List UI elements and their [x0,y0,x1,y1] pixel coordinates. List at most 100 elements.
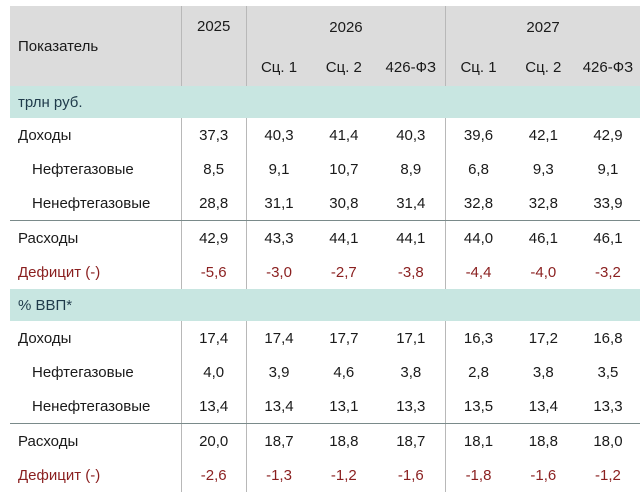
table-row: Доходы 37,3 40,3 41,4 40,3 39,6 42,1 42,9 [10,118,640,152]
value-cell: 42,9 [593,126,623,144]
value-cell: 18,7 [245,423,312,458]
value-cell: 33,9 [575,186,640,221]
scenario-header: Сц. 1 [445,48,511,86]
section-title: трлн руб. [10,86,640,118]
value-cell: -3,0 [245,255,312,289]
value-cell: 3,5 [597,363,619,381]
value-cell: 44,1 [329,229,359,247]
row-label: Дефицит (-) [18,263,101,281]
value-cell: 28,8 [180,186,247,221]
value-cell: 46,1 [528,229,558,247]
value-cell: 31,1 [245,186,312,221]
scenario-header: 426-ФЗ [376,48,446,86]
row-label: Дефицит (-) [18,466,101,484]
value-cell: -4,0 [530,263,557,281]
scenario-header-row: Сц. 1 Сц. 2 426-ФЗ Сц. 1 Сц. 2 426-ФЗ [10,48,640,86]
value-cell: -4,4 [445,255,511,289]
value-cell: 17,4 [245,321,312,355]
value-cell: 37,3 [180,118,247,152]
value-cell: -1,6 [397,466,424,484]
section-header-row: трлн руб. [10,86,640,118]
value-cell: 16,8 [593,329,623,347]
value-cell: 46,1 [593,229,623,247]
value-cell: 43,3 [245,220,312,255]
value-cell: 3,8 [400,363,422,381]
value-cell: 13,5 [445,389,511,424]
table-body: трлн руб. Доходы 37,3 40,3 41,4 40,3 39,6 42,1 4… [10,86,640,492]
table-row: Дефицит (-) -2,6 -1,3 -1,2 -1,6 -1,8 -1,6 -1,2 [10,458,640,492]
indicator-header: Показатель [10,6,182,86]
year-header-2026: 2026 [245,6,446,48]
value-cell: 30,8 [311,186,377,221]
year-header-2025: 2025 [180,6,247,86]
table-row: Нефтегазовые 8,5 9,1 10,7 8,9 6,8 9,3 9,1 [10,152,640,186]
value-cell: 10,7 [329,160,359,178]
value-cell: -1,2 [595,466,621,484]
value-cell: 3,9 [245,355,312,389]
value-cell: -2,7 [330,263,357,281]
value-cell: 17,2 [528,329,558,347]
value-cell: 13,4 [180,389,247,424]
year-header-row: Показатель 2025 2026 2027 [10,6,640,86]
row-label: Нефтегазовые [32,160,134,178]
table-row: Доходы 17,4 17,4 17,7 17,1 16,3 17,2 16,8 [10,321,640,355]
row-label: Доходы [18,329,72,347]
value-cell: 40,3 [396,126,426,144]
value-cell: 3,8 [532,363,554,381]
value-cell: -1,8 [445,458,511,492]
value-cell: 9,3 [532,160,554,178]
value-cell: 17,4 [180,321,247,355]
value-cell: -1,3 [245,458,312,492]
value-cell: 32,8 [510,186,576,221]
table-row: Ненефтегазовые 28,8 31,1 30,8 31,4 32,8 32,8 33… [10,186,640,221]
table-row: Дефицит (-) -5,6 -3,0 -2,7 -3,8 -4,4 -4,0 -3,2 [10,255,640,289]
value-cell: 13,1 [311,389,377,424]
value-cell: -1,2 [330,466,357,484]
value-cell: 42,1 [528,126,558,144]
scenario-header: Сц. 1 [245,48,312,86]
value-cell: 32,8 [445,186,511,221]
section-header-row: % ВВП* [10,289,640,321]
value-cell: 20,0 [180,423,247,458]
value-cell: 13,4 [510,389,576,424]
value-cell: 9,1 [597,160,619,178]
row-label: Расходы [18,229,79,247]
section-title: % ВВП* [10,289,640,321]
value-cell: -2,6 [180,458,247,492]
value-cell: 16,3 [445,321,511,355]
value-cell: 17,1 [396,329,426,347]
table-row: Расходы 42,9 43,3 44,1 44,1 44,0 46,1 46,1 [10,220,640,255]
value-cell: 44,0 [445,220,511,255]
value-cell: 4,0 [180,355,247,389]
value-cell: 18,1 [445,423,511,458]
value-cell: 8,5 [180,152,247,186]
row-label: Ненефтегазовые [10,389,182,424]
value-cell: 39,6 [445,118,511,152]
value-cell: 18,7 [396,432,426,450]
scenario-header: Сц. 2 [510,48,576,86]
value-cell: 31,4 [376,186,446,221]
value-cell: 18,8 [329,432,359,450]
budget-table: Показатель 2025 2026 2027 Сц. 1 Сц. 2 42… [10,6,640,492]
value-cell: 9,1 [245,152,312,186]
value-cell: -1,6 [530,466,557,484]
value-cell: 17,7 [329,329,359,347]
row-label: Расходы [18,432,79,450]
table-row: Ненефтегазовые 13,4 13,4 13,1 13,3 13,5 13,4 13… [10,389,640,424]
value-cell: 42,9 [180,220,247,255]
scenario-header: 426-ФЗ [575,48,640,86]
value-cell: 13,4 [245,389,312,424]
value-cell: 6,8 [445,152,511,186]
value-cell: 8,9 [400,160,422,178]
row-label: Доходы [18,126,72,144]
row-label: Нефтегазовые [32,363,134,381]
value-cell: -3,2 [595,263,621,281]
table-row: Расходы 20,0 18,7 18,8 18,7 18,1 18,8 18,0 [10,423,640,458]
value-cell: 2,8 [445,355,511,389]
value-cell: 13,3 [376,389,446,424]
value-cell: 44,1 [396,229,426,247]
table-row: Нефтегазовые 4,0 3,9 4,6 3,8 2,8 3,8 3,5 [10,355,640,389]
value-cell: 18,8 [528,432,558,450]
value-cell: 4,6 [333,363,355,381]
